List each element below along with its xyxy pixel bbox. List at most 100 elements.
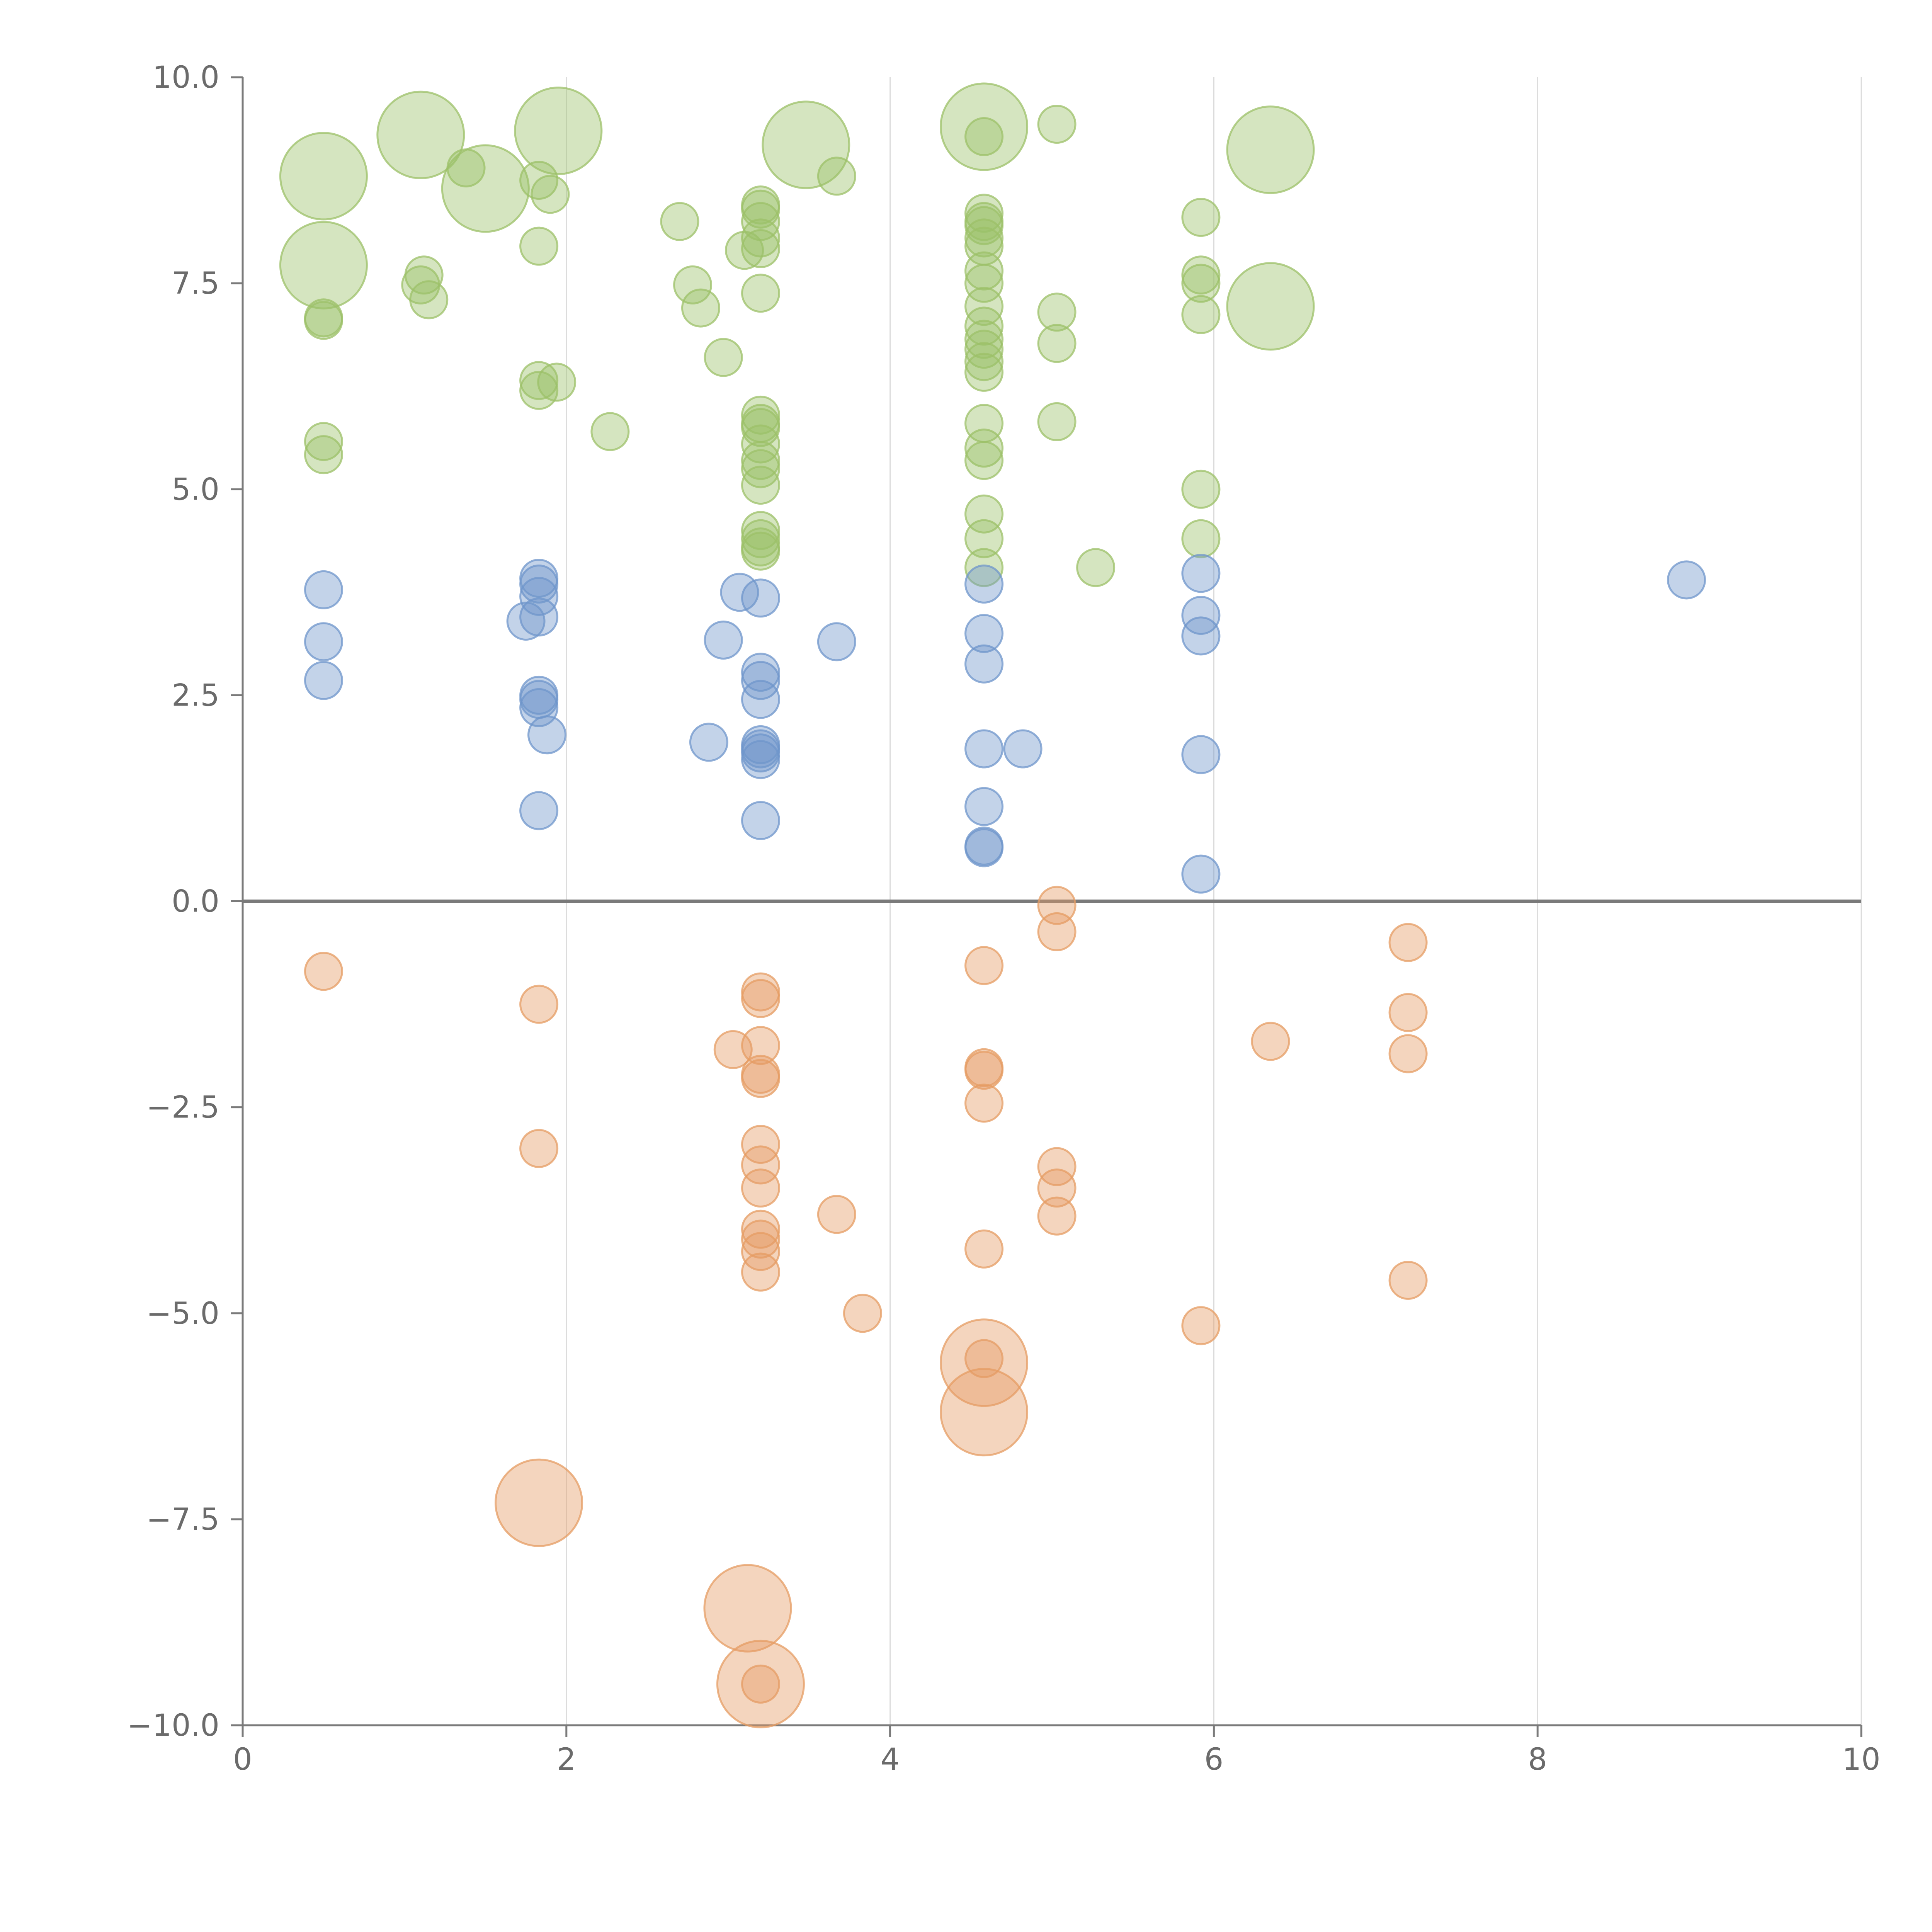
data-point-green (673, 265, 713, 304)
data-point-orange (1037, 1168, 1077, 1208)
data-point-orange (741, 1059, 780, 1098)
data-point-blue (519, 791, 559, 830)
y-tick-label: −5.0 (146, 1296, 219, 1331)
data-point-green (741, 202, 780, 241)
data-point-green (1181, 469, 1221, 509)
data-point-orange (964, 1083, 1004, 1123)
data-point-orange (1388, 923, 1428, 962)
data-point-blue (527, 715, 567, 755)
data-point-green (741, 408, 780, 447)
data-point-green (514, 87, 603, 175)
data-point-orange (741, 1232, 780, 1271)
data-point-green (304, 422, 343, 461)
data-point-blue (741, 680, 780, 719)
data-point-green (409, 280, 449, 320)
data-point-green (741, 531, 780, 571)
data-point-orange (940, 1318, 1029, 1407)
data-point-green (964, 330, 1004, 369)
data-point-green (1181, 255, 1221, 295)
x-tick-label: 0 (233, 1742, 252, 1777)
data-point-blue (964, 644, 1004, 684)
data-point-green (660, 202, 699, 241)
data-point-green (964, 548, 1004, 587)
data-point-orange (304, 952, 343, 991)
data-point-green (964, 251, 1004, 291)
data-point-green (964, 287, 1004, 326)
y-tick-label: 0.0 (172, 884, 219, 919)
data-point-green (964, 342, 1004, 381)
data-point-green (762, 100, 850, 189)
data-point-green (741, 519, 780, 558)
data-point-orange (741, 1168, 780, 1208)
data-point-green (279, 221, 368, 310)
data-point-orange (741, 1026, 780, 1065)
data-point-green (537, 362, 577, 402)
data-point-orange (741, 979, 780, 1018)
data-point-green (964, 320, 1004, 359)
data-point-blue (519, 577, 559, 616)
data-point-blue (741, 653, 780, 692)
data-point-blue (964, 729, 1004, 769)
data-point-blue (519, 564, 559, 604)
data-point-orange (741, 1125, 780, 1164)
data-point-blue (964, 787, 1004, 826)
data-point-green (1181, 519, 1221, 558)
data-point-green (1226, 262, 1315, 351)
data-point-blue (1181, 854, 1221, 894)
data-point-green (531, 175, 570, 214)
data-point-orange (716, 1639, 805, 1728)
data-point-orange (741, 1664, 780, 1704)
data-point-green (964, 264, 1004, 303)
x-tick-label: 2 (557, 1742, 576, 1777)
data-point-green (964, 218, 1004, 258)
data-point-orange (964, 1229, 1004, 1269)
data-point-green (741, 189, 780, 229)
data-point-orange (1388, 993, 1428, 1032)
data-point-green (741, 449, 780, 488)
data-point-green (964, 306, 1004, 346)
data-point-blue (741, 801, 780, 840)
data-point-orange (519, 1129, 559, 1168)
data-point-green (741, 466, 780, 505)
y-tick-label: −2.5 (146, 1090, 219, 1125)
data-point-green (1037, 402, 1077, 441)
data-point-green (279, 132, 368, 221)
data-point-orange (703, 1564, 792, 1653)
data-point-green (741, 229, 780, 269)
axes (231, 76, 1862, 1737)
data-point-orange (741, 1209, 780, 1249)
data-point-green (741, 511, 780, 550)
data-point-green (741, 395, 780, 435)
y-tick-label: 5.0 (172, 472, 219, 507)
data-point-blue (1181, 554, 1221, 593)
data-point-orange (741, 1252, 780, 1292)
data-point-green (304, 435, 343, 474)
data-point-green (1037, 324, 1077, 363)
data-point-green (1037, 293, 1077, 332)
y-tick-label: −7.5 (146, 1502, 219, 1537)
data-point-orange (741, 1145, 780, 1185)
data-point-blue (1181, 596, 1221, 635)
data-point-blue (1667, 560, 1706, 600)
data-point-blue (519, 597, 559, 637)
data-point-orange (495, 1458, 583, 1547)
data-point-blue (817, 622, 856, 662)
data-point-green (1181, 264, 1221, 303)
data-points (279, 82, 1706, 1728)
data-point-green (964, 519, 1004, 558)
data-point-green (964, 206, 1004, 245)
data-point-blue (304, 622, 343, 662)
data-point-orange (1251, 1022, 1290, 1061)
x-tick-label: 8 (1528, 1742, 1547, 1777)
y-tick-label: 7.5 (172, 266, 219, 301)
data-point-green (964, 441, 1004, 480)
data-point-orange (1037, 1196, 1077, 1236)
y-tick-label: 2.5 (172, 678, 219, 713)
data-point-orange (964, 946, 1004, 985)
data-point-orange (1388, 1260, 1428, 1300)
data-point-blue (964, 828, 1004, 867)
data-point-blue (689, 723, 728, 762)
data-point-blue (964, 614, 1004, 653)
y-tick-label: −10.0 (127, 1708, 219, 1743)
data-point-blue (741, 740, 780, 779)
